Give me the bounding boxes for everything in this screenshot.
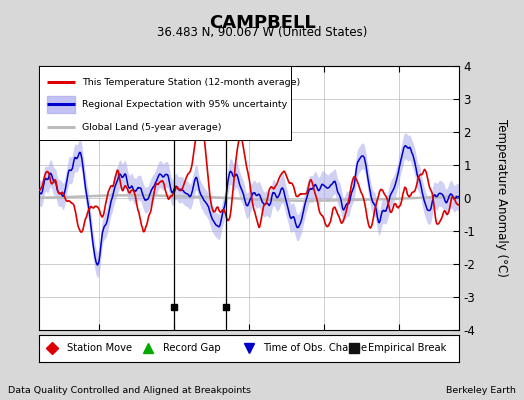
Text: Empirical Break: Empirical Break bbox=[368, 343, 447, 354]
Text: Record Gap: Record Gap bbox=[163, 343, 221, 354]
Text: Station Move: Station Move bbox=[67, 343, 132, 354]
Text: Data Quality Controlled and Aligned at Breakpoints: Data Quality Controlled and Aligned at B… bbox=[8, 386, 251, 395]
Text: Time of Obs. Change: Time of Obs. Change bbox=[264, 343, 368, 354]
Text: CAMPBELL: CAMPBELL bbox=[209, 14, 315, 32]
Y-axis label: Temperature Anomaly (°C): Temperature Anomaly (°C) bbox=[495, 119, 508, 277]
Text: 36.483 N, 90.067 W (United States): 36.483 N, 90.067 W (United States) bbox=[157, 26, 367, 39]
Text: Berkeley Earth: Berkeley Earth bbox=[446, 386, 516, 395]
